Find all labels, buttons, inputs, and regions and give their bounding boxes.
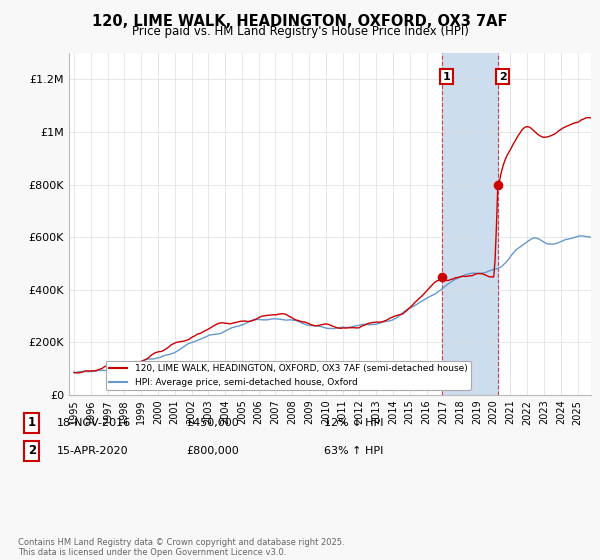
Text: Contains HM Land Registry data © Crown copyright and database right 2025.
This d: Contains HM Land Registry data © Crown c…: [18, 538, 344, 557]
Text: 15-APR-2020: 15-APR-2020: [57, 446, 128, 456]
Bar: [442, 53, 498, 395]
Text: 18-NOV-2016: 18-NOV-2016: [57, 418, 131, 428]
Text: Price paid vs. HM Land Registry's House Price Index (HPI): Price paid vs. HM Land Registry's House …: [131, 25, 469, 38]
Text: 2: 2: [499, 72, 506, 82]
Point: [493, 180, 503, 189]
Text: 63% ↑ HPI: 63% ↑ HPI: [324, 446, 383, 456]
Text: £800,000: £800,000: [186, 446, 239, 456]
Text: 1: 1: [28, 416, 36, 430]
Text: 1: 1: [443, 72, 451, 82]
Text: 2: 2: [28, 444, 36, 458]
Point: [437, 272, 446, 281]
Text: £450,000: £450,000: [186, 418, 239, 428]
Text: 12% ↓ HPI: 12% ↓ HPI: [324, 418, 383, 428]
Legend: 120, LIME WALK, HEADINGTON, OXFORD, OX3 7AF (semi-detached house), HPI: Average : 120, LIME WALK, HEADINGTON, OXFORD, OX3 …: [106, 361, 471, 390]
Text: 120, LIME WALK, HEADINGTON, OXFORD, OX3 7AF: 120, LIME WALK, HEADINGTON, OXFORD, OX3 …: [92, 14, 508, 29]
